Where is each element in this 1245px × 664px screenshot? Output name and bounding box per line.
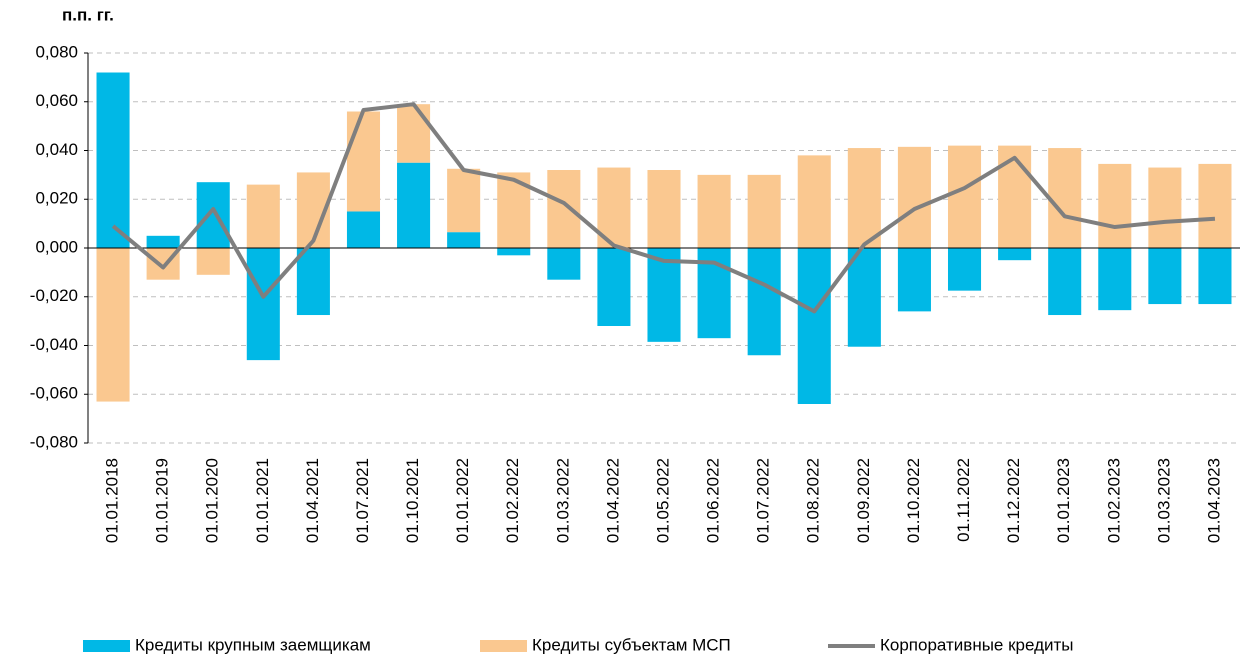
bar <box>947 248 982 291</box>
legend-label: Кредиты субъектам МСП <box>532 635 731 654</box>
bar <box>96 248 130 402</box>
bar <box>897 248 931 312</box>
bar <box>447 232 481 248</box>
bar <box>1198 248 1232 305</box>
y-tick-label: -0,060 <box>30 384 78 403</box>
legend-label: Кредиты крупным заемщикам <box>135 635 371 654</box>
bar <box>847 148 881 248</box>
x-tick-label: 01.01.2022 <box>453 458 472 543</box>
y-tick-label: 0,060 <box>35 91 78 110</box>
y-tick-label: 0,080 <box>35 42 78 61</box>
x-tick-label: 01.02.2023 <box>1104 458 1123 543</box>
x-tick-label: 01.07.2021 <box>353 458 372 543</box>
bar <box>1198 163 1232 248</box>
y-tick-label: -0,020 <box>30 286 78 305</box>
bar <box>747 248 781 356</box>
x-tick-label: 01.01.2021 <box>253 458 272 543</box>
x-tick-label: 01.08.2022 <box>804 458 823 543</box>
bar <box>1048 148 1082 248</box>
bar <box>96 72 130 248</box>
bar <box>797 155 831 248</box>
y-tick-label: -0,080 <box>30 432 78 451</box>
y-tick-label: 0,020 <box>35 189 78 208</box>
bar <box>797 248 831 404</box>
bar <box>547 170 581 248</box>
bar <box>1148 167 1182 248</box>
x-tick-label: 01.01.2019 <box>153 458 172 543</box>
x-tick-label: 01.04.2022 <box>603 458 622 543</box>
legend-label: Корпоративные кредиты <box>880 635 1074 654</box>
x-tick-label: 01.03.2022 <box>553 458 572 543</box>
bar <box>447 168 481 233</box>
x-tick-label: 01.03.2023 <box>1154 458 1173 543</box>
y-axis-label: п.п. гг. <box>62 5 114 24</box>
x-tick-label: 01.04.2023 <box>1204 458 1223 543</box>
bar <box>497 248 531 256</box>
x-tick-label: 01.04.2021 <box>303 458 322 543</box>
bar <box>1098 248 1132 311</box>
bar <box>346 211 381 248</box>
bar <box>897 146 931 248</box>
bar <box>647 248 681 342</box>
bar <box>246 184 280 248</box>
x-tick-label: 01.10.2021 <box>403 458 422 543</box>
x-tick-label: 01.01.2020 <box>203 458 222 543</box>
x-tick-label: 01.01.2018 <box>103 458 122 543</box>
y-tick-label: -0,040 <box>30 335 78 354</box>
x-tick-label: 01.12.2022 <box>1004 458 1023 543</box>
x-tick-label: 01.06.2022 <box>704 458 723 543</box>
legend-swatch <box>83 640 130 652</box>
line <box>111 102 1216 314</box>
bar <box>146 235 180 248</box>
bar <box>246 248 280 361</box>
x-tick-label: 01.05.2022 <box>653 458 672 543</box>
x-tick-label: 01.09.2022 <box>854 458 873 543</box>
bar <box>196 248 230 275</box>
bar <box>547 248 581 280</box>
y-tick-label: 0,000 <box>35 237 78 256</box>
bar <box>697 174 731 248</box>
bar <box>346 111 381 212</box>
bar <box>397 104 431 163</box>
x-tick-label: 01.01.2023 <box>1054 458 1073 543</box>
x-tick-label: 01.10.2022 <box>904 458 923 543</box>
bar <box>747 174 781 248</box>
bar <box>196 182 230 248</box>
bar <box>998 248 1032 261</box>
y-tick-label: 0,040 <box>35 140 78 159</box>
bar <box>847 248 881 347</box>
x-tick-label: 01.07.2022 <box>754 458 773 543</box>
bar <box>296 248 330 316</box>
x-tick-label: 01.11.2022 <box>954 458 973 542</box>
bar <box>647 170 681 248</box>
x-tick-label: 01.02.2022 <box>503 458 522 543</box>
bar <box>1048 248 1082 316</box>
legend-swatch <box>480 640 527 652</box>
bar <box>597 248 631 326</box>
bar <box>998 145 1032 248</box>
bar <box>947 145 982 248</box>
bar <box>1098 163 1132 248</box>
bar <box>1148 248 1182 305</box>
bar <box>397 162 431 248</box>
